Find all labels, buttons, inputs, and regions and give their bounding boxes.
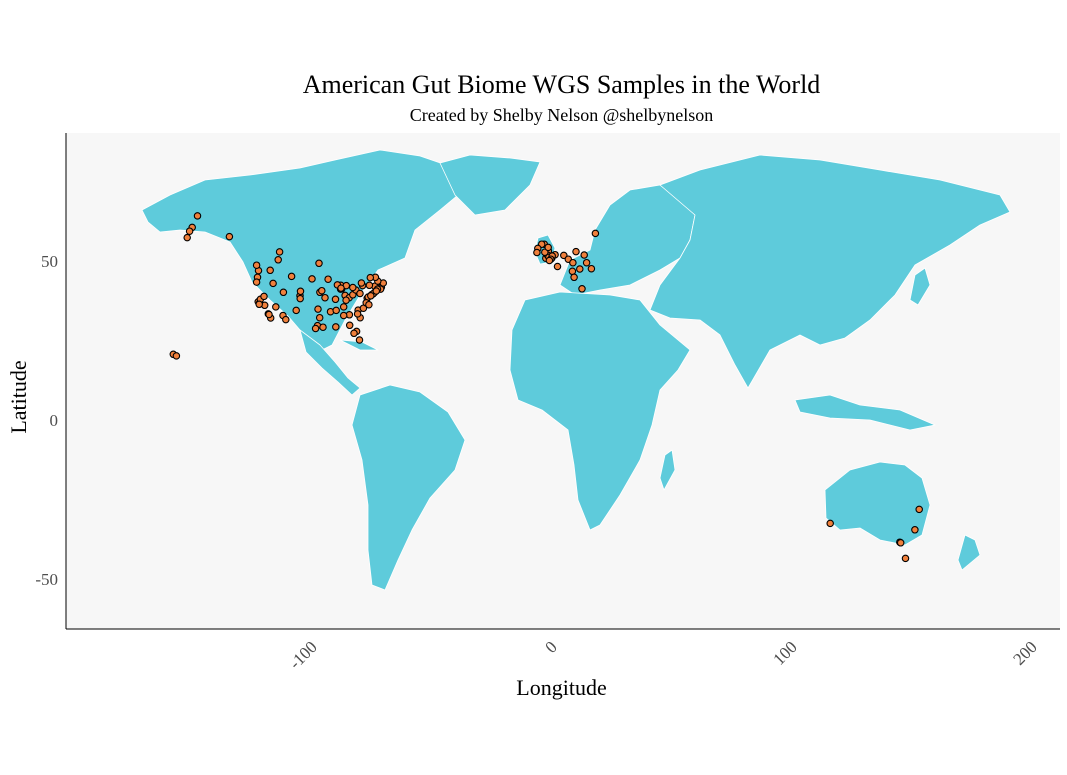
sample-point [901,554,910,563]
sample-point [292,306,300,315]
sample-point [315,259,323,268]
sample-point [282,315,290,324]
sample-point [568,267,577,276]
land-asia [649,154,1011,389]
land-japan [909,267,931,306]
sample-point [342,296,350,304]
x-tick-label: 0 [541,637,560,656]
sample-point [544,243,552,252]
sample-point [365,300,373,309]
sample-point [272,303,280,311]
land-australia [824,461,931,546]
sample-point [252,278,261,286]
sample-point [365,281,374,290]
sample-point [296,287,305,296]
sample-points [169,212,923,563]
land-southeast-asia-islands [794,394,936,431]
sample-point [324,275,332,283]
sample-point [331,295,340,304]
sample-point [318,286,326,295]
y-tick-label: 50 [41,252,58,271]
sample-point [252,261,261,269]
x-tick-label: 100 [769,637,800,668]
sample-point [355,336,364,344]
x-tick-label: 200 [1009,637,1040,668]
sample-point [339,303,348,311]
land-masses [141,149,1011,591]
land-cuba [339,339,379,351]
sample-point [265,310,273,319]
sample-point [321,293,329,302]
land-madagascar [659,449,676,491]
y-ticks: 50 0 -50 [35,252,58,589]
sample-point [308,275,316,283]
sample-point [279,288,288,297]
sample-point [172,352,181,360]
x-tick-label: -100 [285,637,320,672]
sample-point [339,311,348,320]
sample-point [366,273,375,282]
sample-point [911,526,919,534]
sample-point [296,294,304,303]
sample-point [255,300,263,309]
sample-point [260,292,268,301]
sample-point [225,232,234,241]
sample-point [353,310,362,318]
chart-title: American Gut Biome WGS Samples in the Wo… [302,70,821,99]
chart-subtitle: Created by Shelby Nelson @shelbynelson [409,105,714,125]
sample-point [185,227,194,235]
sample-point [349,283,357,292]
sample-point [266,266,274,275]
sample-point [582,258,591,267]
sample-point [275,248,284,256]
y-tick-label: -50 [35,570,58,589]
sample-point [193,212,202,220]
sample-point [578,285,586,293]
sample-point [545,256,554,265]
sample-point [287,272,296,281]
sample-point [350,329,358,338]
sample-point [319,323,327,331]
sample-point [332,306,340,315]
x-ticks: -100 0 100 200 [285,637,1040,672]
sample-point [314,305,322,313]
sample-point [576,265,584,273]
sample-point [553,262,562,271]
sample-point [826,519,834,528]
sample-point [896,539,905,547]
sample-point [183,233,191,242]
sample-point [337,284,345,292]
x-axis-label: Longitude [516,675,607,700]
sample-point [915,505,923,514]
land-new-zealand [957,534,981,571]
sample-point [367,292,375,300]
sample-point [533,248,541,257]
sample-point [315,313,324,322]
sample-point [356,289,364,298]
sample-point [269,279,277,288]
land-central-america [299,329,361,396]
sample-point [591,229,600,238]
y-tick-label: 0 [50,411,59,430]
sample-point [572,247,580,256]
land-south-america [351,384,466,591]
sample-point [372,287,381,295]
sample-point [569,258,577,267]
sample-point [332,323,340,331]
sample-point [274,256,282,264]
sample-point [587,264,596,273]
land-africa [509,291,691,531]
sample-point [311,324,320,333]
land-greenland [439,154,541,216]
sample-point [580,251,588,259]
sample-point [570,273,578,282]
sample-point [357,279,366,287]
sample-point [345,321,354,330]
